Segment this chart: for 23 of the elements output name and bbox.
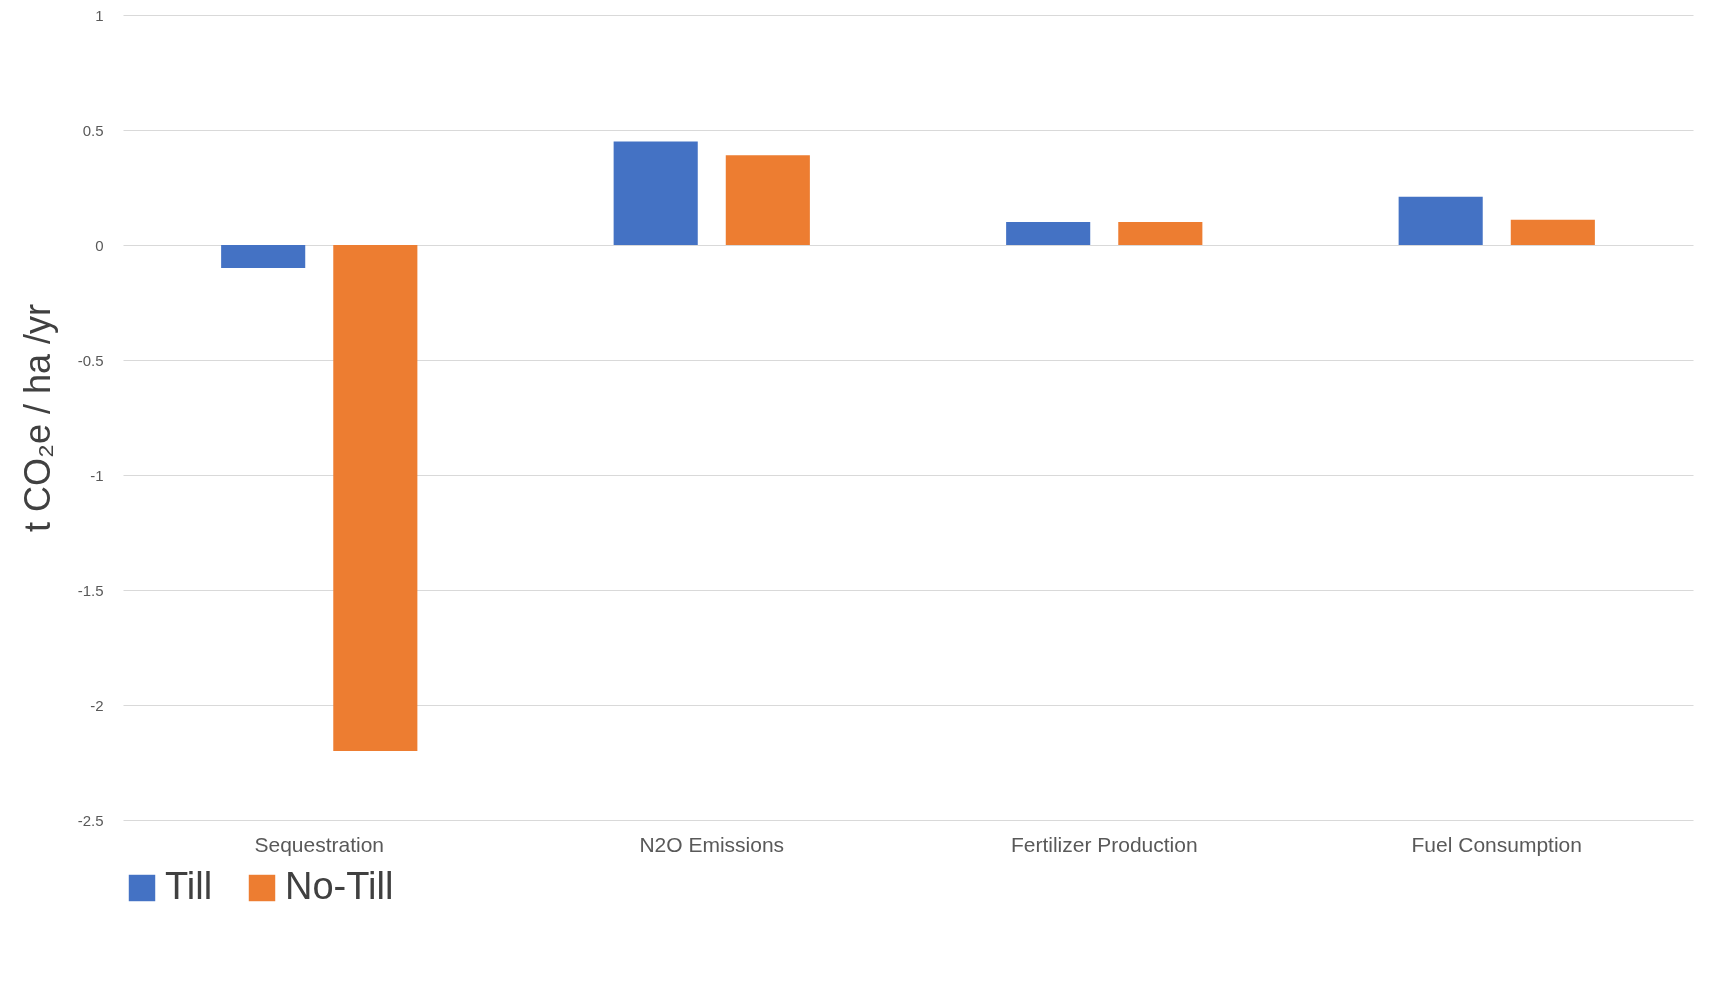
y-tick-label: -2.5 <box>77 811 104 829</box>
legend-label: No-Till <box>285 865 394 907</box>
bar <box>725 155 810 245</box>
y-tick-label: 0 <box>95 236 104 254</box>
y-axis-title: t CO₂e / ha /yr <box>16 303 58 533</box>
x-tick-label: Fuel Consumption <box>1411 832 1582 856</box>
y-tick-label: -1.5 <box>77 581 104 599</box>
x-tick-label: N2O Emissions <box>639 832 785 856</box>
x-tick-label: Sequestration <box>254 832 385 856</box>
bar <box>333 245 418 751</box>
y-tick-label: -2 <box>90 696 104 714</box>
y-tick-label: -0.5 <box>77 351 104 369</box>
x-tick-label: Fertilizer Production <box>1010 832 1198 856</box>
y-tick-label: -1 <box>90 466 104 484</box>
bar <box>613 141 698 245</box>
bar <box>1118 222 1203 245</box>
y-tick-label: 0.5 <box>82 121 104 139</box>
bar <box>221 245 306 268</box>
bar <box>1006 222 1091 245</box>
bar <box>1398 196 1483 245</box>
bar <box>1510 219 1595 245</box>
y-tick-label: 1 <box>95 6 104 24</box>
legend-label: Till <box>165 865 213 907</box>
